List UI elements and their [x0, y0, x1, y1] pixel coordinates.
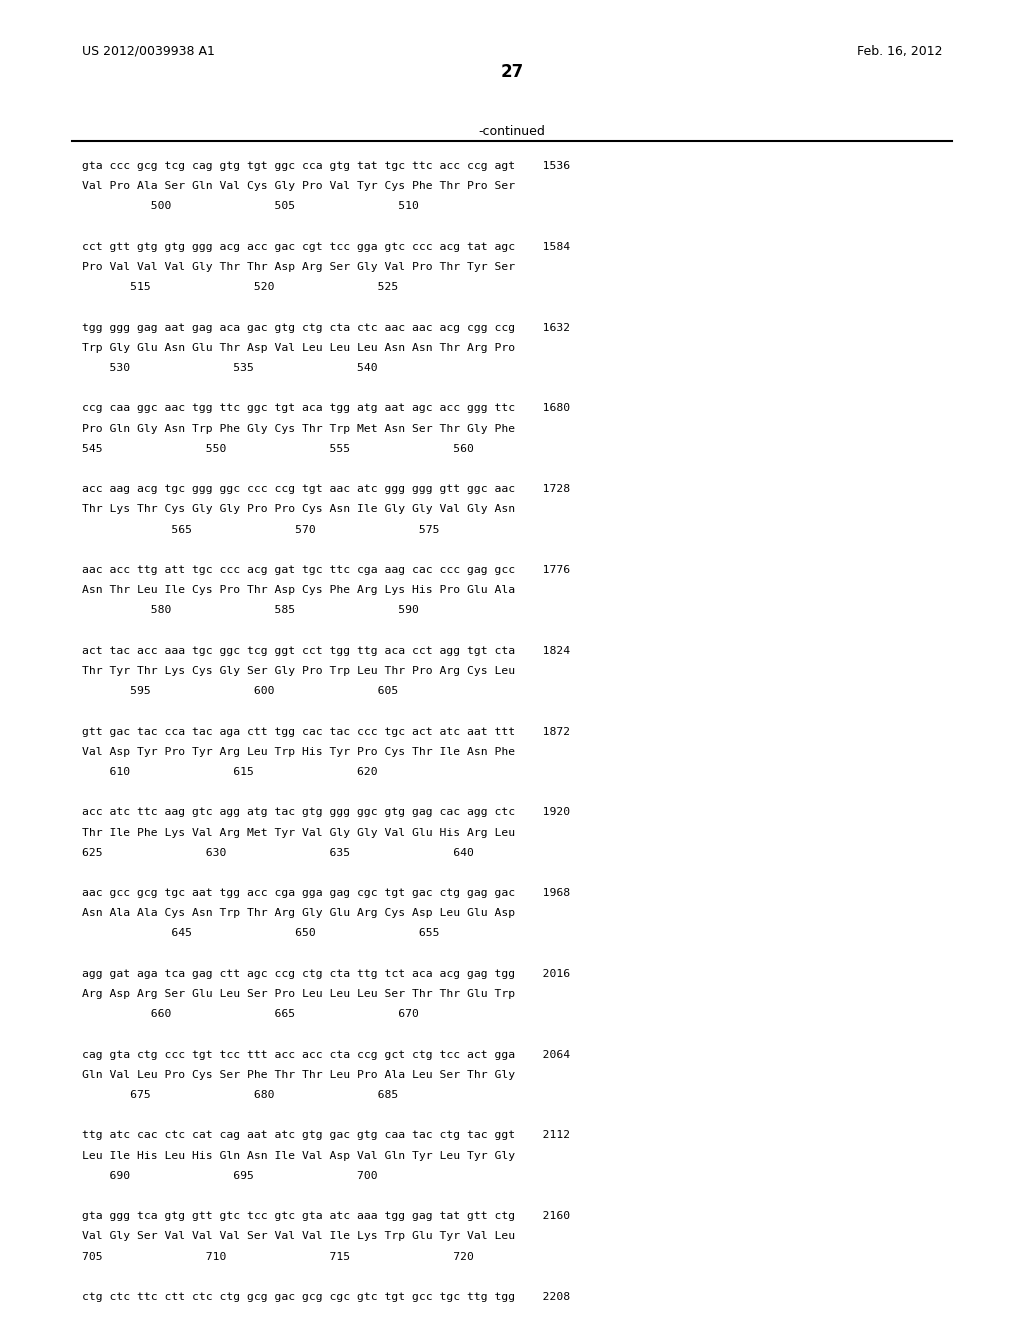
Text: 675               680               685: 675 680 685 [82, 1090, 398, 1100]
Text: gta ggg tca gtg gtt gtc tcc gtc gta atc aaa tgg gag tat gtt ctg    2160: gta ggg tca gtg gtt gtc tcc gtc gta atc … [82, 1212, 570, 1221]
Text: cct gtt gtg gtg ggg acg acc gac cgt tcc gga gtc ccc acg tat agc    1584: cct gtt gtg gtg ggg acg acc gac cgt tcc … [82, 242, 570, 252]
Text: US 2012/0039938 A1: US 2012/0039938 A1 [82, 45, 215, 58]
Text: tgg ggg gag aat gag aca gac gtg ctg cta ctc aac aac acg cgg ccg    1632: tgg ggg gag aat gag aca gac gtg ctg cta … [82, 322, 570, 333]
Text: acc aag acg tgc ggg ggc ccc ccg tgt aac atc ggg ggg gtt ggc aac    1728: acc aag acg tgc ggg ggc ccc ccg tgt aac … [82, 484, 570, 494]
Text: 530               535               540: 530 535 540 [82, 363, 378, 374]
Text: Pro Gln Gly Asn Trp Phe Gly Cys Thr Trp Met Asn Ser Thr Gly Phe: Pro Gln Gly Asn Trp Phe Gly Cys Thr Trp … [82, 424, 515, 433]
Text: 565               570               575: 565 570 575 [82, 524, 439, 535]
Text: 500               505               510: 500 505 510 [82, 202, 419, 211]
Text: act tac acc aaa tgc ggc tcg ggt cct tgg ttg aca cct agg tgt cta    1824: act tac acc aaa tgc ggc tcg ggt cct tgg … [82, 645, 570, 656]
Text: Asn Thr Leu Ile Cys Pro Thr Asp Cys Phe Arg Lys His Pro Glu Ala: Asn Thr Leu Ile Cys Pro Thr Asp Cys Phe … [82, 585, 515, 595]
Text: 27: 27 [501, 63, 523, 82]
Text: Val Asp Tyr Pro Tyr Arg Leu Trp His Tyr Pro Cys Thr Ile Asn Phe: Val Asp Tyr Pro Tyr Arg Leu Trp His Tyr … [82, 747, 515, 756]
Text: Val Pro Ala Ser Gln Val Cys Gly Pro Val Tyr Cys Phe Thr Pro Ser: Val Pro Ala Ser Gln Val Cys Gly Pro Val … [82, 181, 515, 191]
Text: cag gta ctg ccc tgt tcc ttt acc acc cta ccg gct ctg tcc act gga    2064: cag gta ctg ccc tgt tcc ttt acc acc cta … [82, 1049, 570, 1060]
Text: 515               520               525: 515 520 525 [82, 282, 398, 292]
Text: ccg caa ggc aac tgg ttc ggc tgt aca tgg atg aat agc acc ggg ttc    1680: ccg caa ggc aac tgg ttc ggc tgt aca tgg … [82, 404, 570, 413]
Text: 625               630               635               640: 625 630 635 640 [82, 847, 474, 858]
Text: 660               665               670: 660 665 670 [82, 1010, 419, 1019]
Text: Feb. 16, 2012: Feb. 16, 2012 [857, 45, 942, 58]
Text: 690               695               700: 690 695 700 [82, 1171, 378, 1181]
Text: Gln Val Leu Pro Cys Ser Phe Thr Thr Leu Pro Ala Leu Ser Thr Gly: Gln Val Leu Pro Cys Ser Phe Thr Thr Leu … [82, 1069, 515, 1080]
Text: ctg ctc ttc ctt ctc ctg gcg gac gcg cgc gtc tgt gcc tgc ttg tgg    2208: ctg ctc ttc ctt ctc ctg gcg gac gcg cgc … [82, 1292, 570, 1302]
Text: acc atc ttc aag gtc agg atg tac gtg ggg ggc gtg gag cac agg ctc    1920: acc atc ttc aag gtc agg atg tac gtg ggg … [82, 808, 570, 817]
Text: Pro Val Val Val Gly Thr Thr Asp Arg Ser Gly Val Pro Thr Tyr Ser: Pro Val Val Val Gly Thr Thr Asp Arg Ser … [82, 261, 515, 272]
Text: aac acc ttg att tgc ccc acg gat tgc ttc cga aag cac ccc gag gcc    1776: aac acc ttg att tgc ccc acg gat tgc ttc … [82, 565, 570, 576]
Text: Leu Ile His Leu His Gln Asn Ile Val Asp Val Gln Tyr Leu Tyr Gly: Leu Ile His Leu His Gln Asn Ile Val Asp … [82, 1151, 515, 1160]
Text: Thr Tyr Thr Lys Cys Gly Ser Gly Pro Trp Leu Thr Pro Arg Cys Leu: Thr Tyr Thr Lys Cys Gly Ser Gly Pro Trp … [82, 667, 515, 676]
Text: 610               615               620: 610 615 620 [82, 767, 378, 777]
Text: aac gcc gcg tgc aat tgg acc cga gga gag cgc tgt gac ctg gag gac    1968: aac gcc gcg tgc aat tgg acc cga gga gag … [82, 888, 570, 898]
Text: 545               550               555               560: 545 550 555 560 [82, 444, 474, 454]
Text: gta ccc gcg tcg cag gtg tgt ggc cca gtg tat tgc ttc acc ccg agt    1536: gta ccc gcg tcg cag gtg tgt ggc cca gtg … [82, 161, 570, 172]
Text: 595               600               605: 595 600 605 [82, 686, 398, 696]
Text: Thr Ile Phe Lys Val Arg Met Tyr Val Gly Gly Val Glu His Arg Leu: Thr Ile Phe Lys Val Arg Met Tyr Val Gly … [82, 828, 515, 837]
Text: Asn Ala Ala Cys Asn Trp Thr Arg Gly Glu Arg Cys Asp Leu Glu Asp: Asn Ala Ala Cys Asn Trp Thr Arg Gly Glu … [82, 908, 515, 919]
Text: gtt gac tac cca tac aga ctt tgg cac tac ccc tgc act atc aat ttt    1872: gtt gac tac cca tac aga ctt tgg cac tac … [82, 726, 570, 737]
Text: Thr Lys Thr Cys Gly Gly Pro Pro Cys Asn Ile Gly Gly Val Gly Asn: Thr Lys Thr Cys Gly Gly Pro Pro Cys Asn … [82, 504, 515, 515]
Text: 705               710               715               720: 705 710 715 720 [82, 1251, 474, 1262]
Text: -continued: -continued [478, 125, 546, 139]
Text: 645               650               655: 645 650 655 [82, 928, 439, 939]
Text: Arg Asp Arg Ser Glu Leu Ser Pro Leu Leu Leu Ser Thr Thr Glu Trp: Arg Asp Arg Ser Glu Leu Ser Pro Leu Leu … [82, 989, 515, 999]
Text: Val Gly Ser Val Val Val Ser Val Val Ile Lys Trp Glu Tyr Val Leu: Val Gly Ser Val Val Val Ser Val Val Ile … [82, 1232, 515, 1241]
Text: ttg atc cac ctc cat cag aat atc gtg gac gtg caa tac ctg tac ggt    2112: ttg atc cac ctc cat cag aat atc gtg gac … [82, 1130, 570, 1140]
Text: 580               585               590: 580 585 590 [82, 606, 419, 615]
Text: agg gat aga tca gag ctt agc ccg ctg cta ttg tct aca acg gag tgg    2016: agg gat aga tca gag ctt agc ccg ctg cta … [82, 969, 570, 979]
Text: Trp Gly Glu Asn Glu Thr Asp Val Leu Leu Leu Asn Asn Thr Arg Pro: Trp Gly Glu Asn Glu Thr Asp Val Leu Leu … [82, 343, 515, 352]
